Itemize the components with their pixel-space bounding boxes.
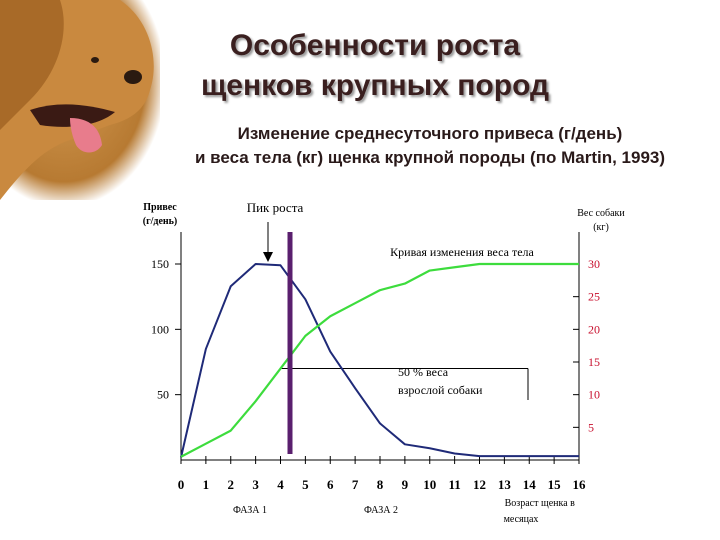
- weight-curve-label: Кривая изменения веса тела: [390, 245, 534, 259]
- y-right-tick-label: 10: [588, 388, 600, 402]
- x-tick-label: 11: [448, 477, 460, 492]
- x-tick-label: 0: [178, 477, 185, 492]
- y-right-label-line-1: Вес собаки: [577, 208, 625, 219]
- x-tick-label: 12: [473, 477, 486, 492]
- x-tick-label: 6: [327, 477, 334, 492]
- y-right-label-line-2: (кг): [593, 222, 609, 233]
- subtitle-line-2: и веса тела (кг) щенка крупной породы (п…: [194, 148, 666, 167]
- x-tick-label: 1: [203, 477, 210, 492]
- x-tick-label: 10: [423, 477, 436, 492]
- x-tick-label: 8: [377, 477, 384, 492]
- title-line-2: щенков крупных пород: [200, 69, 550, 102]
- x-tick-label: 3: [252, 477, 259, 492]
- x-tick-label: 9: [402, 477, 409, 492]
- peak-arrow-head: [263, 252, 273, 262]
- y-left-tick-label: 50: [157, 388, 169, 402]
- chart-subtitle: Изменение среднесуточного привеса (г/ден…: [130, 122, 720, 170]
- y-left-label-line-2: (г/день): [143, 216, 178, 227]
- page-title: Особенности роста щенков крупных пород: [160, 26, 590, 106]
- x-tick-label: 13: [498, 477, 512, 492]
- title-line-1: Особенности роста: [229, 29, 521, 62]
- annotation-line-2: взрослой собаки: [398, 383, 483, 397]
- y-right-tick-label: 30: [588, 257, 600, 271]
- y-left-tick-label: 150: [151, 257, 169, 271]
- y-right-tick-label: 15: [588, 355, 600, 369]
- y-right-tick-label: 20: [588, 322, 600, 336]
- y-left-label-line-1: Привес: [143, 202, 177, 213]
- y-right-tick-label: 5: [588, 420, 594, 434]
- chart-axes: [180, 232, 580, 461]
- weight-series-line: [180, 262, 579, 458]
- x-tick-label: 14: [523, 477, 537, 492]
- x-tick-label: 16: [573, 477, 587, 492]
- y-left-tick-label: 100: [151, 322, 169, 336]
- x-tick-label: 2: [228, 477, 235, 492]
- phase-1-label: ФАЗА 1: [233, 505, 267, 516]
- x-axis-label: Возраст щенка в месяцах: [504, 498, 578, 525]
- x-tick-label: 4: [277, 477, 284, 492]
- phase-2-label: ФАЗА 2: [364, 505, 398, 516]
- dog-photo: [0, 0, 160, 200]
- y-right-tick-label: 25: [588, 290, 600, 304]
- gain-series-line: [180, 263, 579, 458]
- x-tick-label: 5: [302, 477, 309, 492]
- annotation-line-1: 50 % веса: [398, 365, 449, 379]
- peak-label: Пик роста: [247, 200, 304, 215]
- x-tick-label: 7: [352, 477, 359, 492]
- x-tick-label: 15: [548, 477, 562, 492]
- subtitle-line-1: Изменение среднесуточного привеса (г/ден…: [237, 124, 623, 143]
